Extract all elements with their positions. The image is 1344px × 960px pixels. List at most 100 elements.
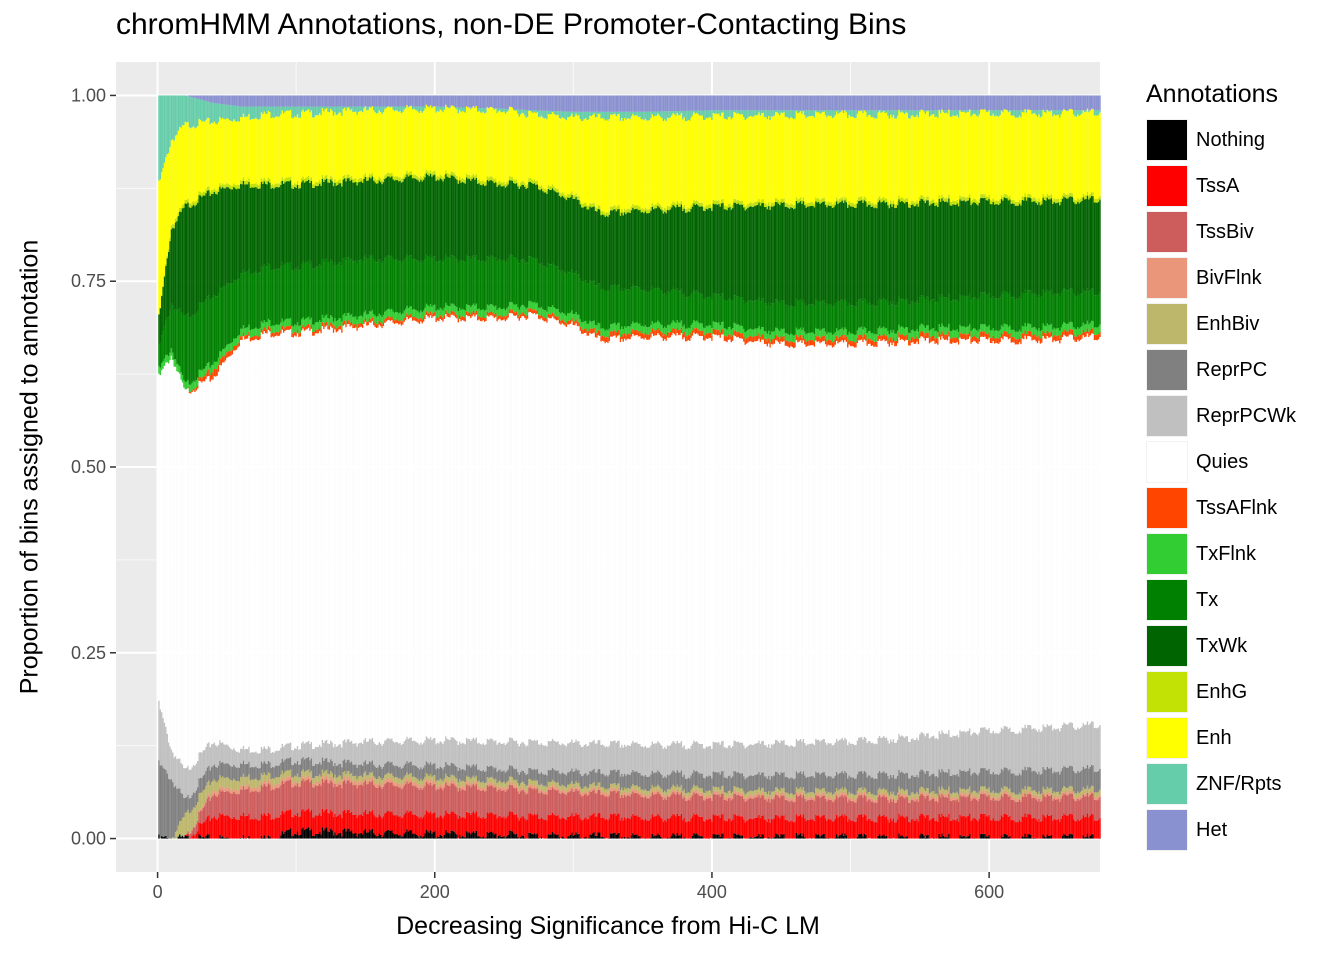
bar-segment-txflnk xyxy=(475,303,478,311)
bar-segment-enhbiv xyxy=(395,776,397,783)
bar-segment-znf-rpts xyxy=(264,106,267,114)
bar-segment-enhbiv xyxy=(569,783,572,789)
bar-segment-enh xyxy=(231,121,234,186)
bar-segment-reprpcwk xyxy=(454,739,457,766)
bar-segment-enhbiv xyxy=(463,781,465,787)
bar-segment-tssaflnk xyxy=(235,345,238,350)
bar-segment-bivflnk xyxy=(332,783,335,788)
bar-segment-tssa xyxy=(313,817,315,836)
bar-segment-tssa xyxy=(306,809,308,829)
bar-segment-znf-rpts xyxy=(380,106,382,112)
bar-segment-znf-rpts xyxy=(366,106,368,111)
bar-segment-enhbiv xyxy=(539,785,541,791)
bar-segment-nothing xyxy=(428,832,430,839)
bar-segment-tx xyxy=(542,265,544,310)
bar-segment-tssbiv xyxy=(482,789,484,818)
bar-segment-tssbiv xyxy=(248,786,250,814)
bar-segment-enhbiv xyxy=(219,775,221,786)
bar-segment-bivflnk xyxy=(446,781,448,786)
bar-segment-txwk xyxy=(298,188,300,271)
bar-column xyxy=(299,95,302,839)
bar-segment-het xyxy=(325,95,328,107)
bar-segment-enhg xyxy=(544,188,547,193)
bar-segment-txflnk xyxy=(427,305,429,313)
bar-segment-bivflnk xyxy=(436,785,439,789)
bar-segment-quies xyxy=(321,325,324,740)
bar-segment-nothing xyxy=(579,837,581,839)
bar-segment-enhbiv xyxy=(432,775,435,781)
bar-segment-znf-rpts xyxy=(485,108,487,113)
bar-segment-bivflnk xyxy=(264,782,267,787)
bar-segment-tx xyxy=(199,302,202,370)
bar-segment-enhg xyxy=(256,184,259,189)
bar-segment-reprpcwk xyxy=(231,749,234,767)
bar-segment-tssa xyxy=(356,817,358,837)
bar-segment-nothing xyxy=(461,836,464,839)
bar-segment-reprpcwk xyxy=(517,743,519,772)
bar-segment-nothing xyxy=(571,832,573,839)
bar-segment-enh xyxy=(489,107,491,177)
bar-segment-tssbiv xyxy=(500,790,502,818)
bar-segment-tx xyxy=(424,258,426,308)
bar-segment-tssaflnk xyxy=(306,325,308,329)
bar-column xyxy=(574,95,576,839)
bar-segment-tssbiv xyxy=(428,785,430,814)
bar-segment-znf-rpts xyxy=(481,108,483,113)
bar-segment-reprpcwk xyxy=(321,739,324,758)
bar-segment-quies xyxy=(500,320,502,744)
bar-segment-quies xyxy=(299,336,302,750)
bar-segment-tssbiv xyxy=(558,793,561,819)
bar-column xyxy=(391,95,393,839)
bar-segment-het xyxy=(386,95,389,107)
bar-segment-tx xyxy=(399,260,401,313)
bar-segment-tx xyxy=(184,314,186,382)
bar-segment-tssa xyxy=(488,813,490,833)
bar-segment-bivflnk xyxy=(289,775,292,780)
bar-segment-tssaflnk xyxy=(350,321,353,326)
bar-segment-enhbiv xyxy=(267,772,270,780)
bar-segment-enh xyxy=(517,113,519,183)
bar-segment-enhg xyxy=(407,172,410,177)
bar-column xyxy=(305,95,307,839)
bar-segment-txwk xyxy=(515,183,518,258)
bar-segment-txflnk xyxy=(525,308,527,317)
bar-segment-txwk xyxy=(374,182,376,262)
bar-segment-tssbiv xyxy=(422,788,425,817)
bar-segment-reprpcwk xyxy=(574,742,576,772)
bar-segment-bivflnk xyxy=(416,783,418,788)
bar-segment-txflnk xyxy=(242,325,245,333)
bar-segment-txwk xyxy=(578,199,580,275)
bar-column xyxy=(551,95,554,839)
bar-segment-tssa xyxy=(385,812,387,832)
bar-segment-txflnk xyxy=(440,308,443,317)
bar-segment-enh xyxy=(212,123,214,191)
bar-segment-reprpcwk xyxy=(270,753,272,768)
bar-segment-tssbiv xyxy=(313,787,315,818)
bar-segment-tssbiv xyxy=(364,780,367,810)
bar-segment-enh xyxy=(399,111,401,177)
bar-segment-reprpc xyxy=(287,758,289,771)
bar-column xyxy=(564,95,566,839)
bar-segment-enhbiv xyxy=(482,781,484,787)
bar-segment-enhbiv xyxy=(575,781,577,786)
bar-segment-txflnk xyxy=(519,306,522,315)
bar-segment-tssaflnk xyxy=(572,321,575,326)
bar-segment-het xyxy=(389,95,392,107)
bar-column xyxy=(331,95,333,839)
bar-segment-enhg xyxy=(565,196,568,201)
bar-segment-tx xyxy=(280,266,282,323)
bar-segment-txflnk xyxy=(518,309,520,317)
bar-segment-reprpc xyxy=(184,798,186,813)
bar-segment-txflnk xyxy=(353,316,356,325)
bar-segment-reprpc xyxy=(301,758,303,772)
bar-segment-nothing xyxy=(248,835,250,839)
bar-segment-txwk xyxy=(283,183,285,266)
bar-segment-nothing xyxy=(262,837,264,839)
bar-segment-txflnk xyxy=(271,325,274,333)
bar-segment-txflnk xyxy=(199,369,202,378)
bar-segment-txflnk xyxy=(546,311,548,319)
bar-segment-enhbiv xyxy=(459,779,461,785)
bar-segment-bivflnk xyxy=(356,784,358,789)
bar-segment-quies xyxy=(550,318,552,742)
bar-segment-reprpcwk xyxy=(267,746,270,761)
